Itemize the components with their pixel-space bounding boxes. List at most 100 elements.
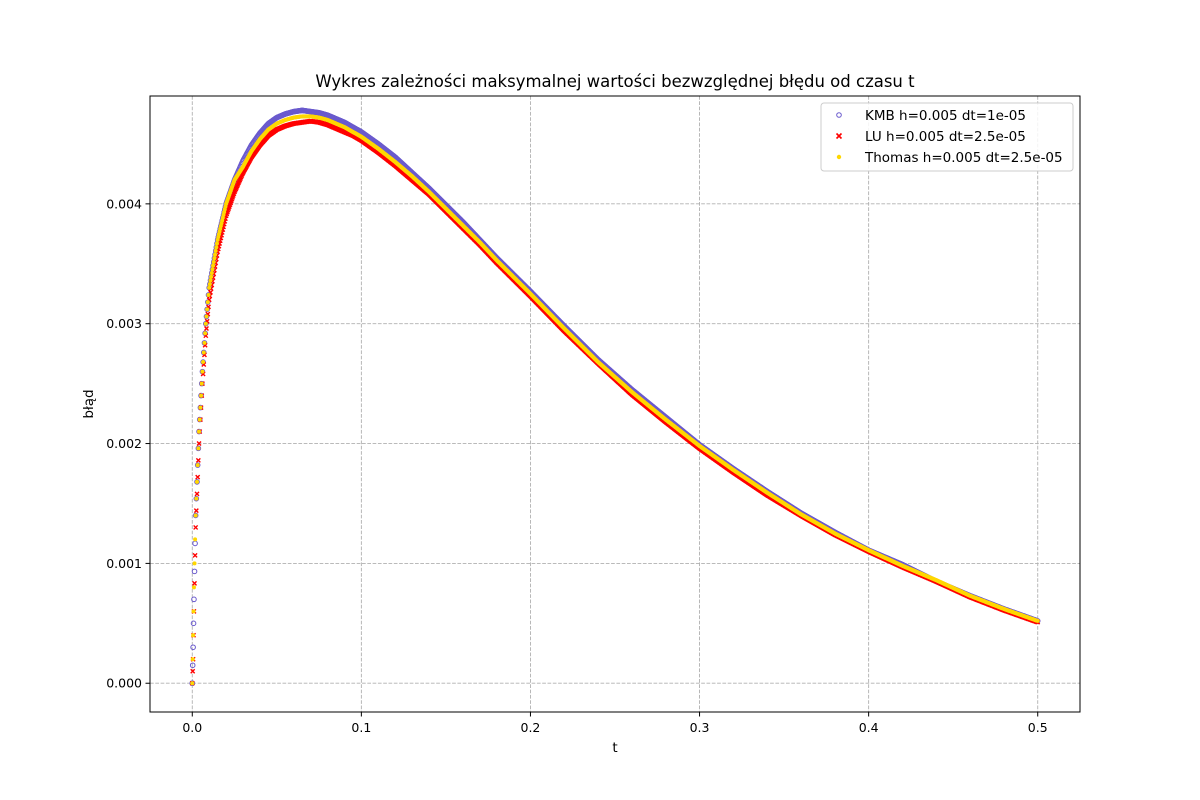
y-axis-label: błąd xyxy=(81,389,97,418)
data-point xyxy=(208,278,213,283)
data-point xyxy=(190,681,195,686)
data-point xyxy=(199,381,204,386)
data-point xyxy=(189,680,196,687)
y-tick-label: 0.003 xyxy=(106,316,142,331)
data-point xyxy=(200,369,205,374)
data-point xyxy=(214,241,219,246)
data-point xyxy=(195,445,202,452)
data-point xyxy=(193,537,198,542)
data-point xyxy=(1035,618,1040,623)
data-point xyxy=(196,446,201,451)
data-point xyxy=(195,463,200,468)
y-tick-label: 0.004 xyxy=(106,196,142,211)
data-point xyxy=(191,596,197,603)
x-tick-label: 0.3 xyxy=(690,720,710,735)
data-point xyxy=(197,429,202,434)
legend-label: LU h=0.005 dt=2.5e-05 xyxy=(865,129,1026,145)
data-point xyxy=(196,441,202,447)
data-point xyxy=(196,416,203,423)
data-point xyxy=(203,320,209,327)
legend-marker xyxy=(835,132,843,140)
data-point xyxy=(202,340,207,345)
data-point xyxy=(194,496,199,501)
legend-marker xyxy=(836,112,842,118)
plot-frame xyxy=(149,95,1081,713)
data-point xyxy=(199,393,204,398)
data-point xyxy=(205,307,210,312)
data-point xyxy=(191,609,196,614)
series-1 xyxy=(189,107,1041,687)
data-point xyxy=(201,360,206,365)
data-point xyxy=(210,267,215,272)
data-point xyxy=(196,428,202,435)
data-point xyxy=(211,259,216,264)
data-point xyxy=(195,474,201,480)
data-point xyxy=(203,321,208,326)
data-point xyxy=(213,248,218,253)
data-point xyxy=(190,620,197,627)
x-axis-label: t xyxy=(612,740,617,756)
data-point xyxy=(191,633,196,638)
data-point xyxy=(193,513,198,518)
chart-title: Wykres zależności maksymalnej wartości b… xyxy=(315,72,915,91)
series-layer xyxy=(189,107,1041,687)
data-point xyxy=(205,300,210,305)
data-point xyxy=(203,313,210,320)
data-point xyxy=(203,326,209,331)
data-point xyxy=(209,274,214,279)
data-point xyxy=(198,380,205,387)
x-tick-label: 0.1 xyxy=(351,720,371,735)
data-point xyxy=(198,405,203,410)
data-point xyxy=(191,568,198,575)
legend-marker xyxy=(836,154,842,160)
data-point xyxy=(198,392,204,399)
data-point xyxy=(195,457,201,463)
data-point xyxy=(212,256,217,261)
data-point xyxy=(213,252,218,257)
data-point xyxy=(191,585,196,590)
data-point xyxy=(190,668,196,674)
legend-label: Thomas h=0.005 dt=2.5e-05 xyxy=(864,150,1063,166)
data-point xyxy=(197,404,204,411)
ticks-layer: 0.0 0.1 0.2 0.3 0.4 0.5 0.000 0.001 0.002 0.003 0.… xyxy=(106,196,1047,735)
data-point xyxy=(211,263,216,268)
data-point xyxy=(192,512,199,519)
data-point xyxy=(204,306,210,313)
data-point xyxy=(205,299,211,305)
data-point xyxy=(192,552,198,558)
data-point xyxy=(204,314,209,319)
data-point xyxy=(197,417,202,422)
x-tick-label: 0.5 xyxy=(1028,720,1048,735)
data-point xyxy=(189,662,196,669)
y-tick-label: 0.000 xyxy=(106,676,142,691)
data-point xyxy=(206,292,211,297)
data-point xyxy=(203,331,208,336)
data-point xyxy=(214,245,219,250)
data-point xyxy=(190,657,195,662)
data-point xyxy=(193,508,199,514)
x-tick-label: 0.4 xyxy=(859,720,879,735)
legend: KMB h=0.005 dt=1e-05 LU h=0.005 dt=2.5e-0… xyxy=(820,102,1074,172)
data-point xyxy=(194,462,201,468)
data-point xyxy=(201,350,206,355)
data-point xyxy=(194,491,200,497)
legend-label: KMB h=0.005 dt=1e-05 xyxy=(865,108,1026,124)
data-point xyxy=(195,479,200,484)
data-point xyxy=(192,580,198,586)
legend-box xyxy=(820,102,1074,172)
x-tick-label: 0.2 xyxy=(521,720,541,735)
data-point xyxy=(190,644,196,651)
data-point xyxy=(207,285,212,290)
y-tick-label: 0.002 xyxy=(106,436,142,451)
data-point xyxy=(194,479,200,485)
data-point xyxy=(193,524,199,530)
data-point xyxy=(207,282,212,287)
data-point xyxy=(192,540,198,547)
x-tick-label: 0.0 xyxy=(182,720,202,735)
y-tick-label: 0.001 xyxy=(106,556,142,571)
grid-layer xyxy=(150,96,1080,712)
data-point xyxy=(193,495,200,502)
data-point xyxy=(209,271,214,276)
series-3 xyxy=(190,114,1040,686)
